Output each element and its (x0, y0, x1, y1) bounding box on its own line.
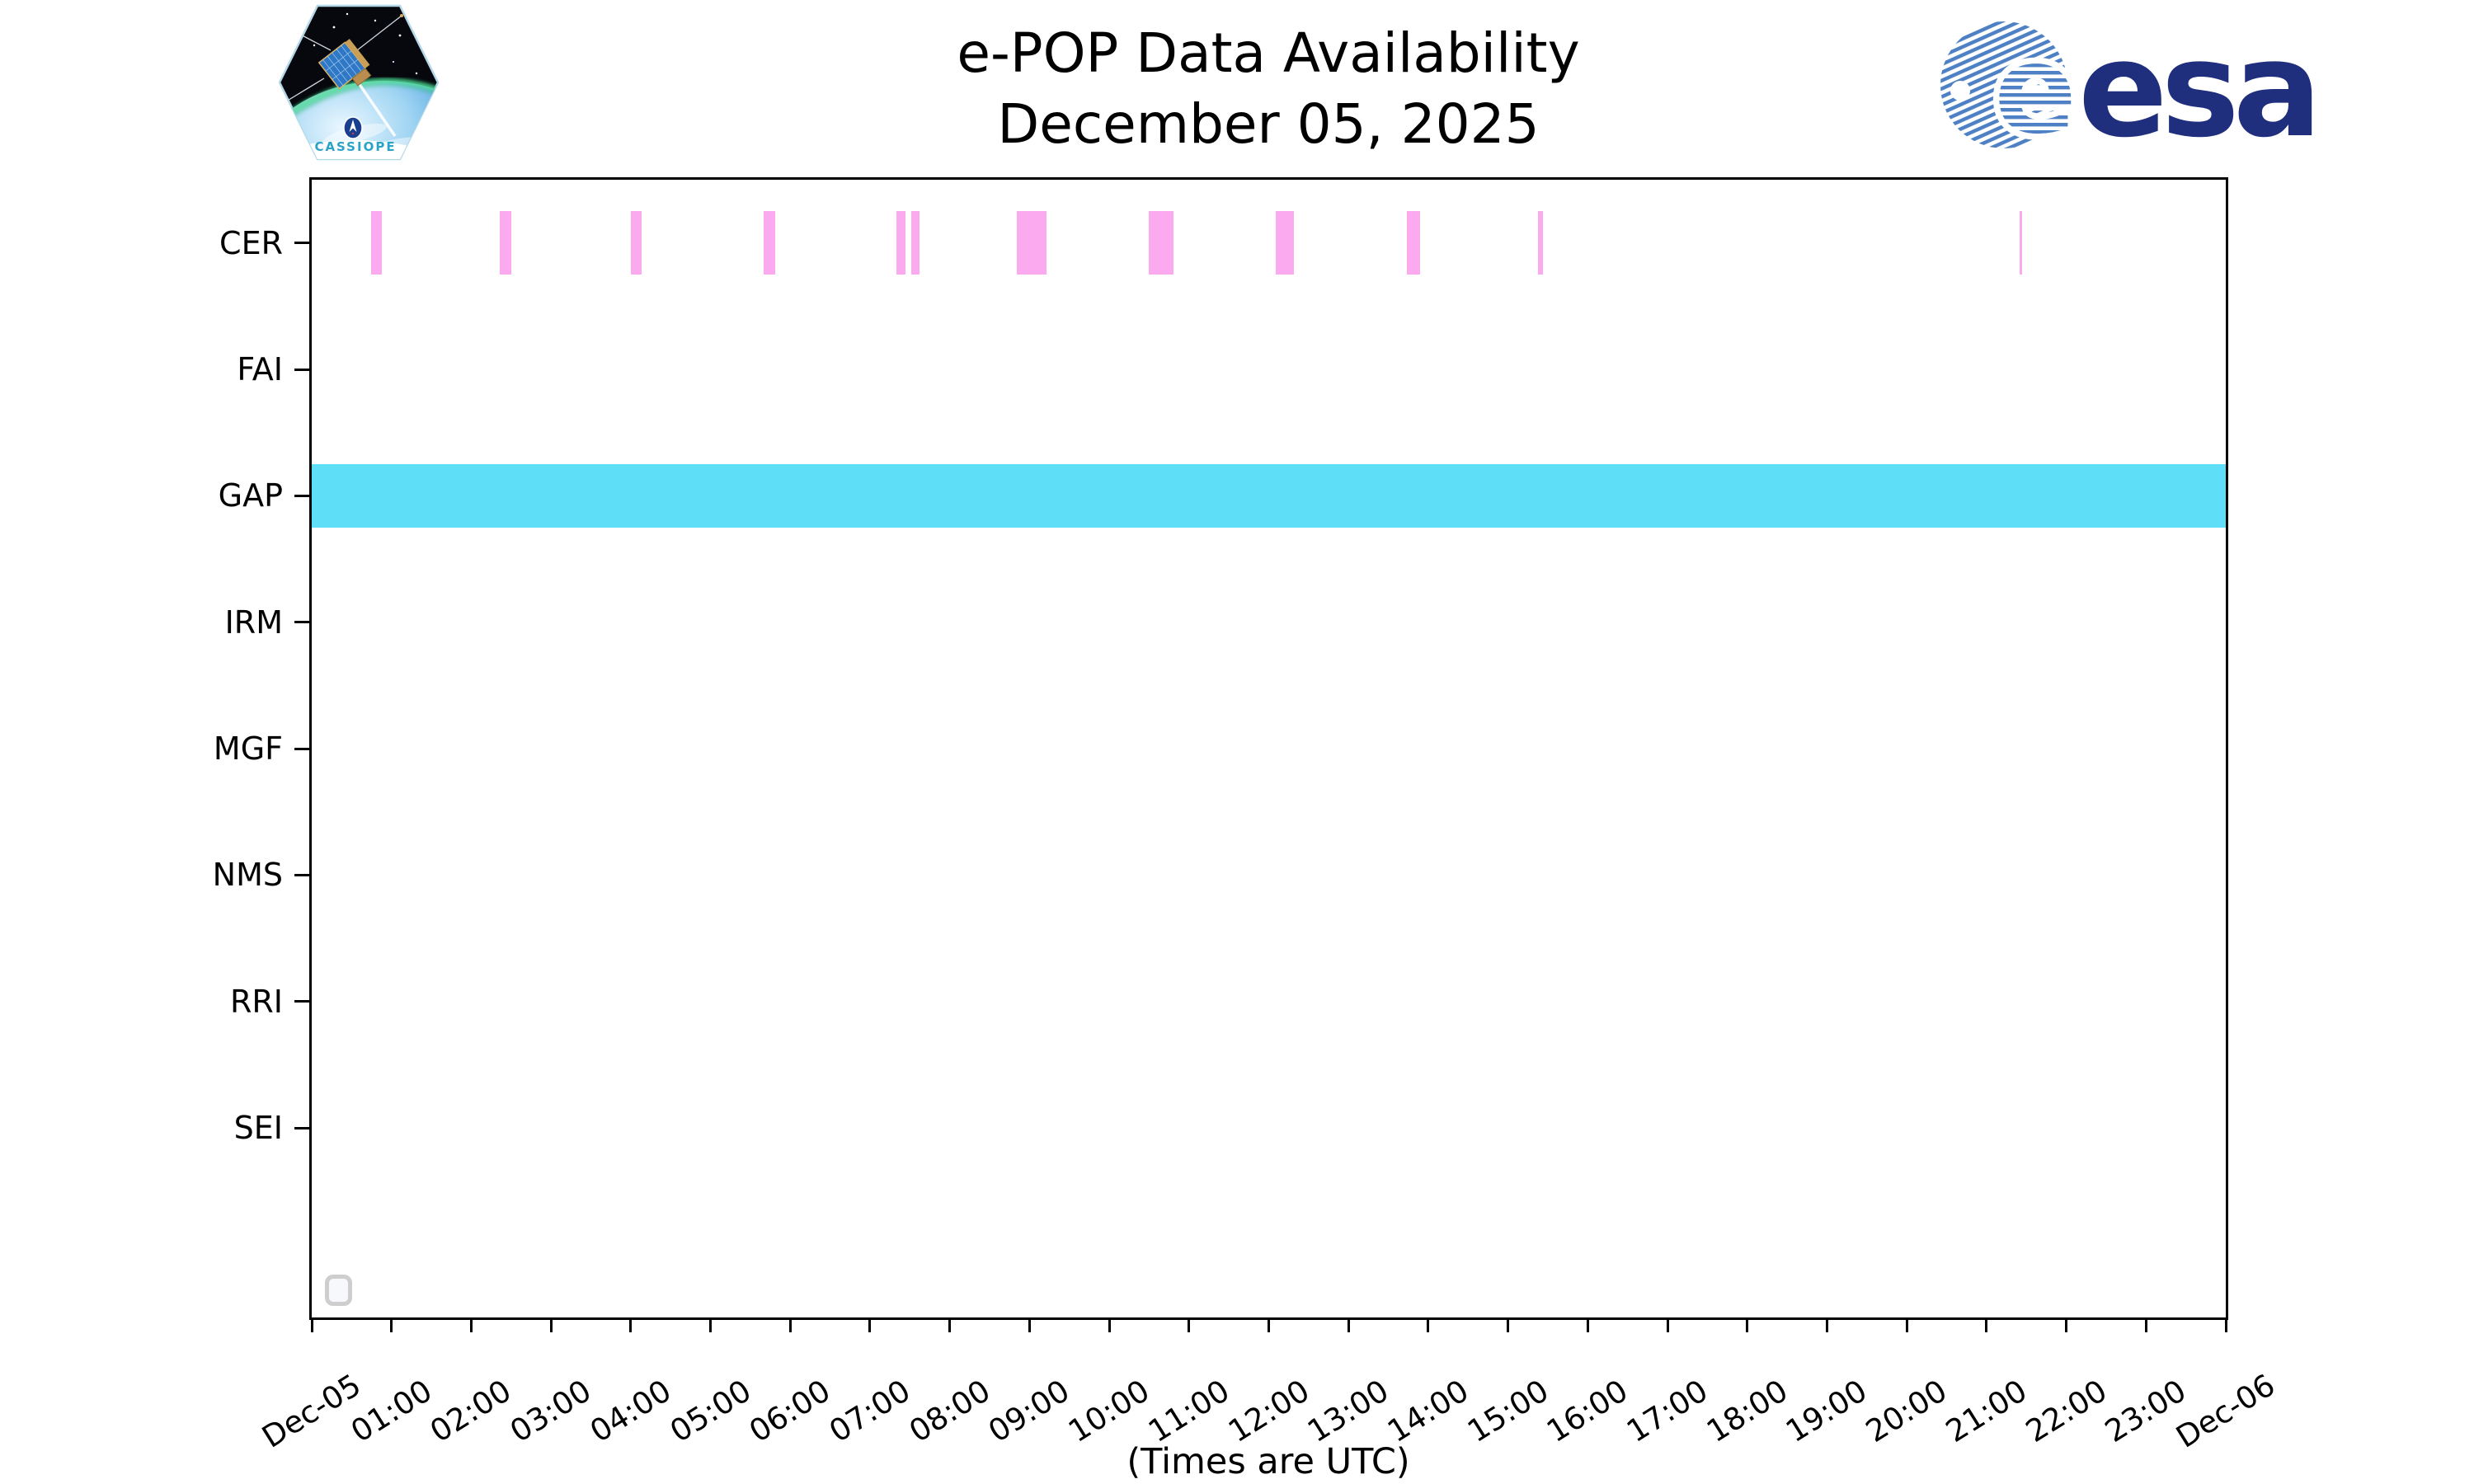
chart-title: e-POP Data Availability December 05, 202… (774, 18, 1763, 160)
y-axis-label-rri: RRI (229, 983, 283, 1020)
esa-logo: e esa (1928, 12, 2322, 167)
x-tick (1666, 1320, 1669, 1332)
x-tick (788, 1320, 792, 1332)
x-tick (1746, 1320, 1749, 1332)
y-axis-label-sei: SEI (233, 1110, 283, 1146)
y-axis-label-nms: NMS (212, 857, 283, 894)
x-tick (1347, 1320, 1350, 1332)
y-tick (294, 494, 309, 497)
y-tick (294, 242, 309, 245)
x-tick (390, 1320, 393, 1332)
availability-bar-cer (1276, 211, 1295, 275)
x-tick (310, 1320, 313, 1332)
esa-globe-e: e (1994, 19, 2077, 158)
csa-badge (343, 116, 363, 139)
availability-chart-plot-area (309, 177, 2228, 1320)
esa-wordmark: esa (2078, 12, 2316, 158)
y-tick (294, 621, 309, 624)
y-tick (294, 368, 309, 371)
x-tick (1586, 1320, 1589, 1332)
esa-globe-dot (1950, 81, 1970, 101)
x-tick (1188, 1320, 1191, 1332)
availability-bar-cer (630, 211, 642, 275)
cassiope-patch-graphic: CASSIOPE (278, 4, 440, 161)
x-tick (2065, 1320, 2068, 1332)
x-tick (2144, 1320, 2147, 1332)
availability-bar-cer (1149, 211, 1174, 275)
y-axis-label-gap: GAP (218, 477, 283, 514)
availability-bar-cer (500, 211, 511, 275)
availability-bar-cer (370, 211, 383, 275)
x-tick (1028, 1320, 1031, 1332)
availability-bar-cer (764, 211, 775, 275)
y-axis-label-mgf: MGF (213, 730, 283, 767)
x-tick (1427, 1320, 1430, 1332)
x-tick (709, 1320, 713, 1332)
x-tick (549, 1320, 553, 1332)
x-tick (1985, 1320, 1988, 1332)
availability-bar-cer (1538, 211, 1544, 275)
esa-globe (1940, 21, 2067, 148)
x-tick (2224, 1320, 2227, 1332)
empty-legend-box (325, 1275, 352, 1306)
availability-bar-cer (1016, 211, 1047, 275)
x-tick (1825, 1320, 1828, 1332)
x-tick (1268, 1320, 1270, 1332)
availability-bar-cer (896, 211, 906, 275)
cassiope-label: CASSIOPE (314, 139, 396, 154)
x-tick (1108, 1320, 1111, 1332)
x-tick (469, 1320, 473, 1332)
y-axis-label-irm: IRM (224, 603, 283, 641)
chart-title-line1: e-POP Data Availability (957, 21, 1580, 85)
aurora (280, 77, 438, 127)
x-tick (948, 1320, 952, 1332)
x-tick (629, 1320, 633, 1332)
y-tick (294, 747, 309, 750)
chart-title-line2: December 05, 2025 (997, 92, 1540, 156)
availability-bar-gap (312, 463, 2226, 528)
earth (280, 81, 438, 159)
availability-bar-cer (1406, 211, 1421, 275)
x-axis-caption: (Times are UTC) (1126, 1441, 1410, 1482)
x-tick (868, 1320, 872, 1332)
y-tick (294, 1000, 309, 1003)
availability-bar-cer (911, 211, 920, 275)
y-tick (294, 1126, 309, 1129)
satellite (285, 14, 403, 137)
y-tick (294, 873, 309, 876)
cassiope-mission-patch: CASSIOPE (276, 2, 441, 162)
y-axis-label-cer: CER (219, 224, 283, 261)
y-axis-label-fai: FAI (237, 351, 283, 387)
availability-bar-cer (2019, 211, 2023, 275)
x-tick (1905, 1320, 1908, 1332)
x-tick (1507, 1320, 1510, 1332)
esa-logo-graphic: e esa (1940, 12, 2322, 167)
